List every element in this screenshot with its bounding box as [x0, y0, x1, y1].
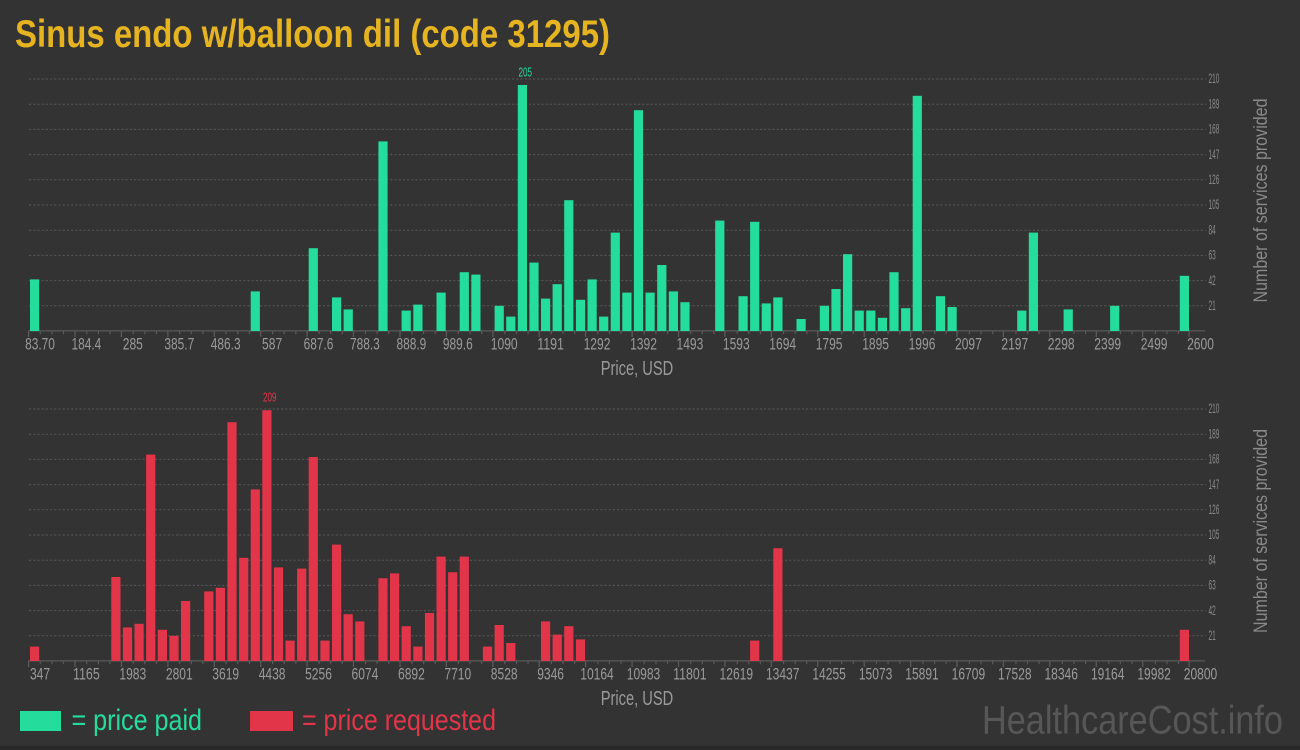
svg-text:5256: 5256 — [305, 664, 332, 683]
svg-text:105: 105 — [1209, 526, 1220, 542]
svg-text:2197: 2197 — [1001, 334, 1028, 353]
svg-text:2801: 2801 — [166, 664, 193, 683]
svg-text:2600: 2600 — [1187, 334, 1214, 353]
svg-text:168: 168 — [1209, 451, 1220, 467]
svg-text:1593: 1593 — [723, 334, 750, 353]
svg-text:1694: 1694 — [769, 334, 796, 353]
svg-text:10164: 10164 — [580, 664, 614, 683]
svg-text:2399: 2399 — [1094, 334, 1121, 353]
svg-text:1392: 1392 — [630, 334, 657, 353]
svg-text:Price, USD: Price, USD — [601, 688, 674, 710]
svg-text:11801: 11801 — [673, 664, 707, 683]
svg-text:1996: 1996 — [909, 334, 936, 353]
svg-text:42: 42 — [1209, 602, 1216, 618]
svg-text:1983: 1983 — [119, 664, 146, 683]
svg-text:9346: 9346 — [537, 664, 564, 683]
svg-text:17528: 17528 — [998, 664, 1032, 683]
svg-text:4438: 4438 — [259, 664, 286, 683]
svg-text:788.3: 788.3 — [350, 334, 380, 353]
svg-text:6074: 6074 — [352, 664, 379, 683]
svg-text:19164: 19164 — [1091, 664, 1125, 683]
svg-text:13437: 13437 — [766, 664, 800, 683]
svg-text:15073: 15073 — [859, 664, 893, 683]
svg-text:126: 126 — [1209, 171, 1220, 187]
svg-text:15891: 15891 — [905, 664, 939, 683]
svg-text:Price, USD: Price, USD — [601, 358, 674, 380]
svg-text:84: 84 — [1209, 221, 1216, 237]
svg-text:7710: 7710 — [444, 664, 471, 683]
svg-text:989.6: 989.6 — [443, 334, 473, 353]
svg-text:21: 21 — [1209, 627, 1216, 643]
svg-text:14255: 14255 — [812, 664, 846, 683]
svg-text:20800: 20800 — [1184, 664, 1218, 683]
svg-text:16709: 16709 — [952, 664, 986, 683]
svg-text:Sinus endo w/balloon dil (code: Sinus endo w/balloon dil (code 31295) — [15, 13, 610, 56]
svg-text:1165: 1165 — [73, 664, 100, 683]
svg-text:1292: 1292 — [584, 334, 611, 353]
svg-text:10983: 10983 — [627, 664, 661, 683]
svg-text:= price requested: = price requested — [302, 704, 496, 737]
svg-text:19982: 19982 — [1137, 664, 1171, 683]
svg-text:12619: 12619 — [720, 664, 754, 683]
svg-text:2499: 2499 — [1141, 334, 1168, 353]
svg-text:= price paid: = price paid — [72, 704, 203, 737]
svg-text:147: 147 — [1209, 476, 1220, 492]
svg-text:3619: 3619 — [212, 664, 239, 683]
svg-text:1895: 1895 — [862, 334, 889, 353]
svg-text:347: 347 — [30, 664, 50, 683]
svg-text:147: 147 — [1209, 146, 1220, 162]
svg-text:1795: 1795 — [816, 334, 843, 353]
svg-text:210: 210 — [1209, 70, 1220, 86]
svg-text:6892: 6892 — [398, 664, 425, 683]
svg-text:486.3: 486.3 — [211, 334, 241, 353]
svg-text:Number of services provided: Number of services provided — [1251, 99, 1272, 303]
svg-text:HealthcareCost.info: HealthcareCost.info — [982, 699, 1283, 743]
svg-text:63: 63 — [1209, 577, 1216, 593]
svg-text:209: 209 — [263, 391, 277, 405]
svg-text:83.70: 83.70 — [25, 334, 55, 353]
svg-text:1493: 1493 — [677, 334, 704, 353]
svg-text:18346: 18346 — [1044, 664, 1078, 683]
svg-text:21: 21 — [1209, 297, 1216, 313]
svg-text:Number of services provided: Number of services provided — [1251, 429, 1272, 633]
svg-text:587: 587 — [262, 334, 282, 353]
svg-text:888.9: 888.9 — [397, 334, 427, 353]
svg-text:2298: 2298 — [1048, 334, 1075, 353]
svg-text:42: 42 — [1209, 272, 1216, 288]
svg-text:687.6: 687.6 — [304, 334, 334, 353]
svg-text:184.4: 184.4 — [72, 334, 102, 353]
svg-text:385.7: 385.7 — [164, 334, 194, 353]
svg-text:105: 105 — [1209, 196, 1220, 212]
svg-text:2097: 2097 — [955, 334, 982, 353]
svg-text:189: 189 — [1209, 425, 1220, 441]
svg-text:1191: 1191 — [537, 334, 564, 353]
svg-text:1090: 1090 — [491, 334, 518, 353]
svg-text:285: 285 — [123, 334, 143, 353]
svg-text:189: 189 — [1209, 95, 1220, 111]
svg-text:205: 205 — [518, 66, 532, 80]
svg-text:8528: 8528 — [491, 664, 518, 683]
svg-text:63: 63 — [1209, 247, 1216, 263]
svg-text:84: 84 — [1209, 551, 1216, 567]
svg-text:126: 126 — [1209, 501, 1220, 517]
svg-text:168: 168 — [1209, 121, 1220, 137]
svg-text:210: 210 — [1209, 400, 1220, 416]
